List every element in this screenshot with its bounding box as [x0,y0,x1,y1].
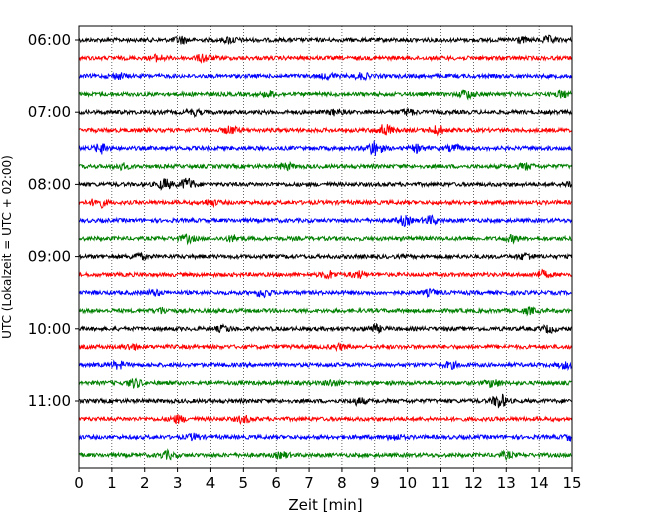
trace-line [78,198,572,209]
x-tick-label: 13 [497,474,516,492]
trace-line [78,377,572,389]
trace-line [78,322,572,335]
y-tick-label: 10:00 [28,320,71,338]
trace-line [78,89,572,101]
x-tick-label: 10 [398,474,417,492]
trace-line [78,268,573,280]
trace-line [78,107,573,119]
x-axis-label: Zeit [min] [288,496,362,514]
y-tick-label: 11:00 [28,392,71,410]
x-tick-label: 5 [239,474,249,492]
trace-line [78,140,572,156]
trace-line [78,306,573,317]
trace-line [78,124,572,137]
trace-line [78,214,573,228]
trace-group [78,34,573,462]
y-tick-label: 09:00 [28,248,71,266]
trace-line [78,71,573,82]
trace-line [78,287,572,299]
x-tick-label: 2 [140,474,150,492]
trace-line [78,432,572,442]
x-tick-label: 12 [464,474,483,492]
x-tick-label: 8 [337,474,347,492]
trace-line [78,160,573,172]
x-axis-ticks: 0 1 2 3 4 5 6 7 8 9 10 11 12 13 14 15 [74,468,582,492]
trace-line [78,393,572,409]
x-tick-label: 14 [530,474,549,492]
y-axis-label: UTC (Lokalzeit = UTC + 02:00) [0,155,14,339]
y-tick-label: 07:00 [28,103,71,121]
x-tick-label: 4 [206,474,216,492]
y-tick-label: 06:00 [28,31,71,49]
x-tick-label: 3 [173,474,183,492]
trace-line [78,359,573,372]
trace-line [78,414,573,425]
y-axis-ticks: 06:00 07:00 08:00 09:00 10:00 11:00 [28,31,79,410]
x-tick-label: 6 [271,474,281,492]
plot-frame [78,25,573,469]
x-tick-label: 9 [370,474,380,492]
x-tick-label: 7 [304,474,314,492]
trace-line [78,177,573,191]
x-tick-label: 1 [107,474,117,492]
trace-line [78,53,573,64]
trace-line [78,233,572,246]
trace-line [79,251,573,262]
trace-line [78,34,573,46]
trace-line [78,341,573,353]
y-tick-label: 08:00 [28,175,71,193]
x-tick-label: 15 [562,474,581,492]
trace-line [78,448,572,462]
x-tick-label: 11 [431,474,450,492]
x-tick-label: 0 [74,474,84,492]
